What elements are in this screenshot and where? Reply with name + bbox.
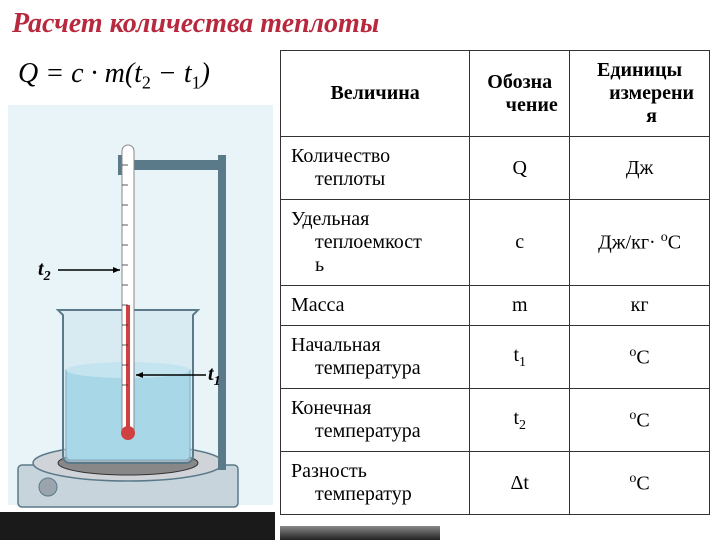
table-row: Удельная теплоемкост ь c Дж/кг· оС — [281, 200, 710, 286]
row1-u2: о — [661, 230, 668, 245]
formula: Q = c · m(t2 − t1) — [18, 58, 210, 94]
header-symbol: Обозна чение — [470, 51, 570, 137]
row3-u2: С — [636, 346, 649, 368]
row4-n2: температура — [291, 420, 459, 443]
cell-unit: оС — [570, 326, 710, 389]
cell-unit: Дж/кг· оС — [570, 200, 710, 286]
row4-u2: С — [636, 409, 649, 431]
table-header-row: Величина Обозна чение Единицы измерени я — [281, 51, 710, 137]
cell-name: Разность температур — [281, 452, 470, 515]
hotplate-knob — [39, 478, 57, 496]
row5-n2: температур — [291, 483, 459, 506]
row1-n3: ь — [291, 254, 459, 277]
formula-c: c — [71, 58, 83, 89]
thermometer-liquid — [126, 305, 130, 431]
stand-arm — [126, 160, 226, 170]
row5-u2: С — [636, 472, 649, 494]
cell-unit: оС — [570, 389, 710, 452]
cell-unit: кг — [570, 286, 710, 326]
table-row: Начальная температура t1 оС — [281, 326, 710, 389]
formula-dot: · — [84, 58, 105, 89]
cell-name: Масса — [281, 286, 470, 326]
header-symbol-l2: чение — [480, 94, 559, 117]
header-symbol-l1: Обозна — [487, 71, 552, 93]
cell-symbol: t2 — [470, 389, 570, 452]
formula-eq: = — [38, 58, 71, 89]
header-unit: Единицы измерени я — [570, 51, 710, 137]
cell-symbol: Δt — [470, 452, 570, 515]
cell-name: Удельная теплоемкост ь — [281, 200, 470, 286]
thermometer-bulb — [121, 426, 135, 440]
quantities-table: Величина Обозна чение Единицы измерени я… — [280, 50, 710, 515]
row3-n2: температура — [291, 357, 459, 380]
row1-n1: Удельная — [291, 208, 369, 230]
row1-u3: С — [668, 232, 681, 254]
formula-Q: Q — [18, 58, 38, 89]
cell-name: Количество теплоты — [281, 137, 470, 200]
cell-name: Конечная температура — [281, 389, 470, 452]
table-row: Разность температур Δt оС — [281, 452, 710, 515]
page-title: Расчет количества теплоты — [12, 8, 379, 40]
table-row: Масса m кг — [281, 286, 710, 326]
row4-n1: Конечная — [291, 397, 371, 419]
formula-t1-sub: 1 — [192, 73, 201, 93]
cell-symbol: m — [470, 286, 570, 326]
row5-n1: Разность — [291, 460, 367, 482]
formula-t1: t — [184, 58, 192, 89]
cell-unit: оС — [570, 452, 710, 515]
row4-ss: 2 — [519, 418, 526, 433]
header-unit-l1: Единицы — [597, 59, 682, 81]
formula-t2-sub: 2 — [142, 73, 151, 93]
experiment-diagram: t2 t1 — [8, 105, 273, 535]
cell-symbol: t1 — [470, 326, 570, 389]
header-unit-l2: измерени — [580, 82, 699, 105]
table-row: Конечная температура t2 оС — [281, 389, 710, 452]
row3-ss: 1 — [519, 355, 526, 370]
cell-symbol: c — [470, 200, 570, 286]
row1-n2: теплоемкост — [291, 231, 459, 254]
formula-close: ) — [201, 58, 210, 89]
row0-n2: теплоты — [291, 168, 459, 191]
bottom-bar-left — [0, 512, 275, 540]
header-unit-l3: я — [580, 105, 699, 128]
formula-t2: t — [134, 58, 142, 89]
stand-rod — [218, 155, 226, 470]
cell-name: Начальная температура — [281, 326, 470, 389]
bottom-bar-right — [280, 526, 440, 540]
header-name: Величина — [281, 51, 470, 137]
row3-n1: Начальная — [291, 334, 381, 356]
formula-open: ( — [125, 58, 134, 89]
formula-minus: − — [151, 58, 184, 89]
cell-symbol: Q — [470, 137, 570, 200]
row1-u1: Дж/кг· — [598, 232, 656, 254]
row0-n1: Количество — [291, 145, 390, 167]
table-row: Количество теплоты Q Дж — [281, 137, 710, 200]
cell-unit: Дж — [570, 137, 710, 200]
formula-m: m — [105, 58, 125, 89]
